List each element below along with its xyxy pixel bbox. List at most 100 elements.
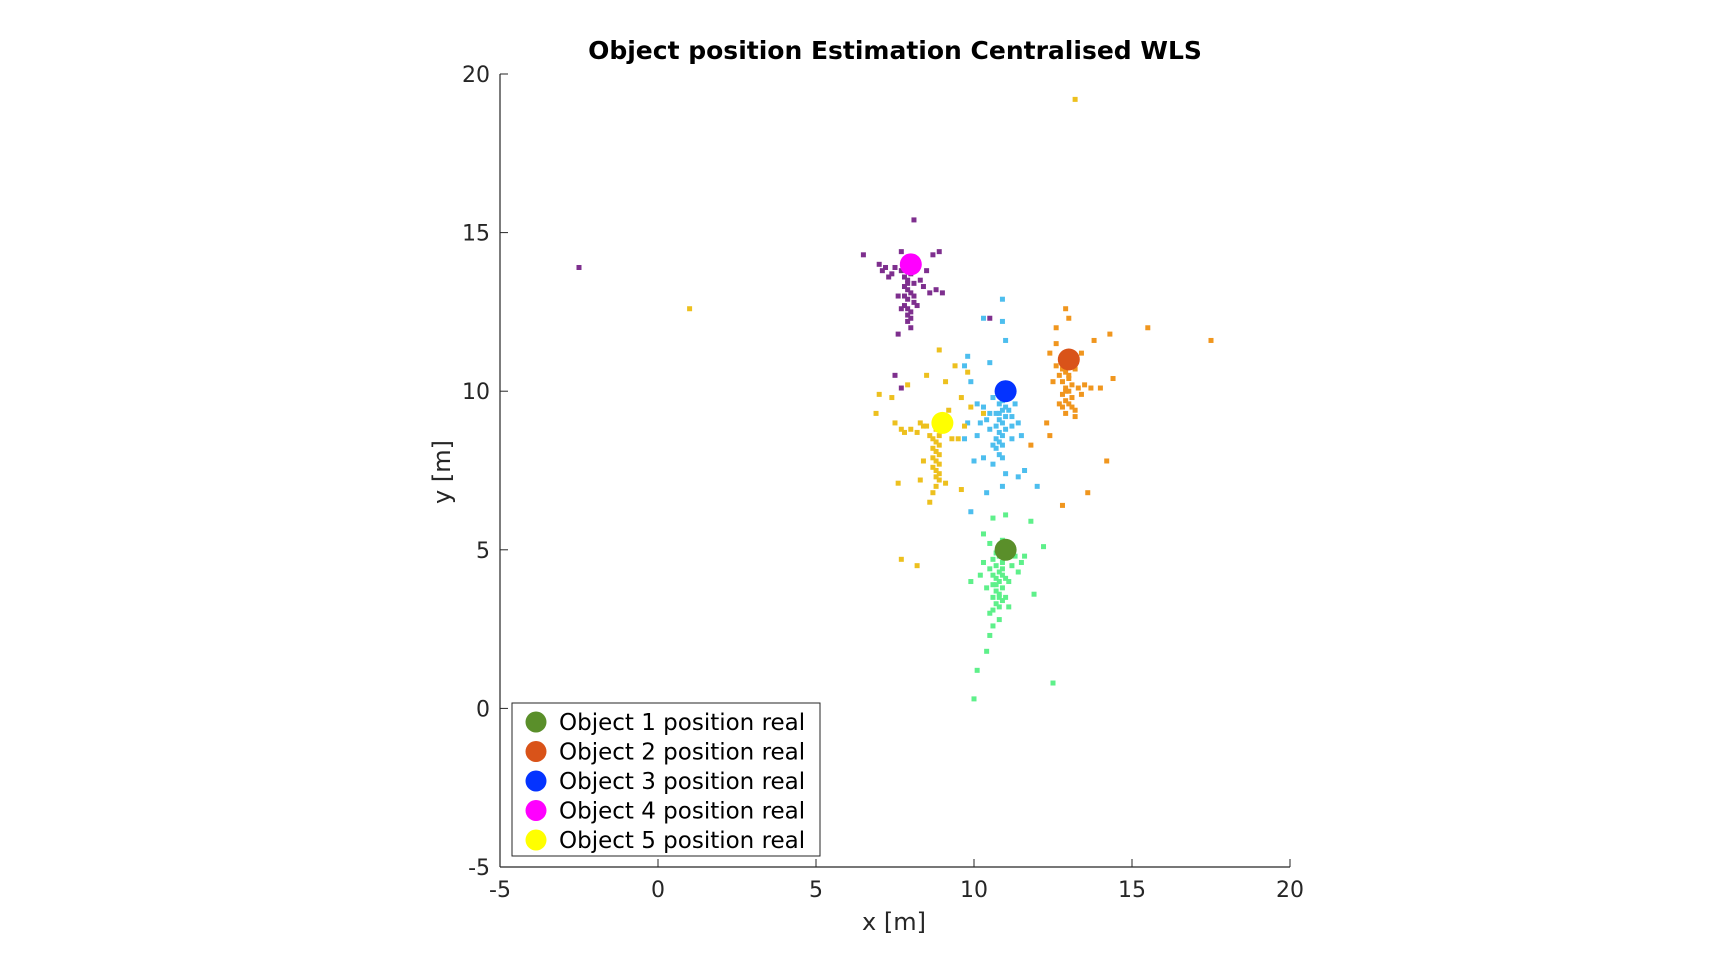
estimate-point [920, 284, 926, 290]
estimate-point [876, 391, 882, 397]
estimate-point [1059, 502, 1065, 508]
estimate-point [962, 436, 968, 442]
estimate-point [1066, 388, 1072, 394]
estimate-point [933, 439, 939, 445]
estimate-point [990, 395, 996, 401]
estimate-point [1009, 563, 1015, 569]
estimate-point [1059, 404, 1065, 410]
estimate-point [933, 474, 939, 480]
estimate-point [930, 252, 936, 258]
estimate-point [999, 318, 1005, 324]
estimate-point [1015, 420, 1021, 426]
estimate-point [576, 264, 582, 270]
estimate-point [883, 264, 889, 270]
estimate-point [943, 379, 949, 385]
estimate-point [1063, 388, 1069, 394]
estimate-point [965, 369, 971, 375]
estimate-point [980, 410, 986, 416]
estimate-point [993, 445, 999, 451]
estimate-point [936, 249, 942, 255]
estimate-point [930, 490, 936, 496]
estimate-point [990, 594, 996, 600]
estimate-point [965, 353, 971, 359]
estimate-point [999, 559, 1005, 565]
legend-entry-label: Object 4 position real [559, 799, 805, 825]
estimate-point [914, 429, 920, 435]
estimate-point [1028, 518, 1034, 524]
estimate-point [996, 439, 1002, 445]
estimate-point [993, 436, 999, 442]
estimate-point [999, 566, 1005, 572]
estimate-point [1091, 337, 1097, 343]
estimate-point [971, 458, 977, 464]
estimate-point [927, 290, 933, 296]
estimate-point [873, 410, 879, 416]
estimate-point [996, 591, 1002, 597]
estimate-point [996, 604, 1002, 610]
estimate-point [1003, 404, 1009, 410]
estimate-point [1003, 414, 1009, 420]
estimate-point [990, 556, 996, 562]
legend-entry-label: Object 2 position real [559, 740, 805, 766]
estimate-point [984, 417, 990, 423]
estimate-point [924, 268, 930, 274]
estimate-point [1069, 395, 1075, 401]
estimate-point [987, 315, 993, 321]
estimate-point [1063, 369, 1069, 375]
estimate-point [1006, 407, 1012, 413]
estimate-point [980, 559, 986, 565]
estimate-point [1003, 471, 1009, 477]
axes: -5 0 5 10 15 20 -5 0 5 10 15 20 [462, 63, 1304, 903]
real-positions [899, 253, 1080, 561]
estimate-point [936, 471, 942, 477]
estimate-point [898, 556, 904, 562]
estimate-point [987, 540, 993, 546]
estimate-point [949, 436, 955, 442]
estimate-point [930, 436, 936, 442]
estimate-point [1015, 569, 1021, 575]
estimate-point [990, 607, 996, 613]
real-position-object-5 [931, 411, 954, 434]
estimate-point [1041, 544, 1047, 550]
estimate-point [908, 426, 914, 432]
estimate-point [1012, 553, 1018, 559]
y-tick-label: 0 [476, 697, 490, 722]
estimate-point [898, 306, 904, 312]
y-axis-label: y [m] [428, 440, 456, 504]
estimate-point [1003, 512, 1009, 518]
estimate-point [1066, 372, 1072, 378]
estimate-point [898, 385, 904, 391]
estimate-point [911, 293, 917, 299]
estimate-series-3 [962, 296, 1040, 515]
estimate-point [962, 423, 968, 429]
estimate-point [980, 531, 986, 537]
estimate-point [999, 572, 1005, 578]
estimate-point [996, 617, 1002, 623]
estimate-point [914, 563, 920, 569]
estimate-point [879, 268, 885, 274]
estimate-point [936, 442, 942, 448]
estimate-point [968, 579, 974, 585]
chart-title: Object position Estimation Centralised W… [588, 36, 1202, 65]
estimate-point [911, 299, 917, 305]
estimate-point [901, 303, 907, 309]
estimate-point [974, 433, 980, 439]
estimate-point [920, 458, 926, 464]
estimate-point [892, 372, 898, 378]
estimate-point [1063, 385, 1069, 391]
estimate-point [905, 280, 911, 286]
estimate-point [908, 315, 914, 321]
estimate-point [933, 468, 939, 473]
estimate-point [990, 461, 996, 467]
estimate-point [1050, 680, 1056, 686]
estimate-point [876, 261, 882, 267]
estimate-point [996, 594, 1002, 600]
estimate-point [980, 404, 986, 410]
estimate-point [1009, 423, 1015, 429]
x-tick-label: -5 [489, 878, 511, 903]
estimate-point [1059, 366, 1065, 372]
estimate-point [987, 426, 993, 432]
estimate-point [924, 372, 930, 378]
estimate-point [1063, 398, 1069, 404]
estimate-point [1009, 414, 1015, 420]
